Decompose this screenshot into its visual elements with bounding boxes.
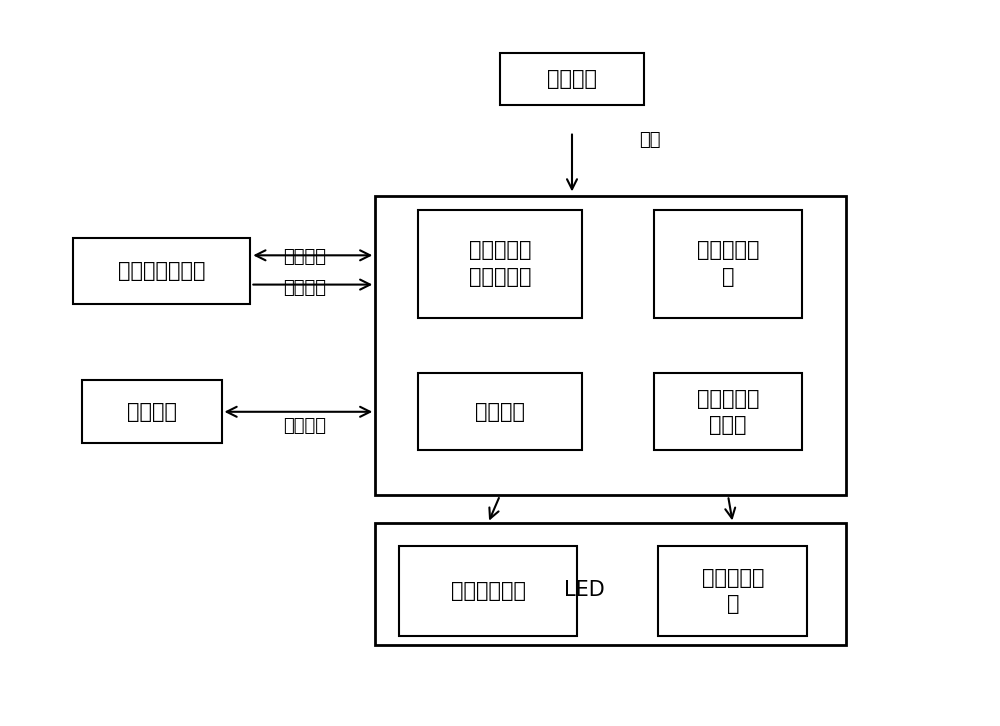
Text: LED: LED bbox=[564, 579, 605, 600]
Text: 物联网通讯模块: 物联网通讯模块 bbox=[118, 261, 205, 281]
Bar bbox=[654, 210, 802, 318]
Bar bbox=[82, 380, 222, 443]
Text: 电池管理系
统: 电池管理系 统 bbox=[697, 240, 759, 287]
Bar bbox=[375, 196, 846, 495]
Text: 光伏组件: 光伏组件 bbox=[547, 69, 597, 89]
Text: 供电: 供电 bbox=[639, 131, 661, 149]
Bar bbox=[418, 373, 582, 450]
Text: 锂电池包: 锂电池包 bbox=[475, 401, 525, 422]
Text: 高温色芯片
组: 高温色芯片 组 bbox=[702, 568, 764, 614]
Bar bbox=[500, 53, 644, 105]
Bar bbox=[375, 523, 846, 645]
Text: 低温色芯片组: 低温色芯片组 bbox=[451, 581, 526, 601]
Text: 回馈数据: 回馈数据 bbox=[284, 248, 327, 266]
Bar bbox=[73, 237, 250, 303]
Bar bbox=[658, 546, 807, 636]
Text: 传输数据: 传输数据 bbox=[284, 279, 327, 297]
Text: 发送数据: 发送数据 bbox=[284, 417, 327, 435]
Bar bbox=[399, 546, 577, 636]
Text: 物联网恒流
恒压一体机: 物联网恒流 恒压一体机 bbox=[469, 240, 531, 287]
Text: 电压电流检
测模块: 电压电流检 测模块 bbox=[697, 388, 759, 435]
Text: 感应模块: 感应模块 bbox=[127, 401, 177, 422]
Bar bbox=[418, 210, 582, 318]
Bar bbox=[654, 373, 802, 450]
